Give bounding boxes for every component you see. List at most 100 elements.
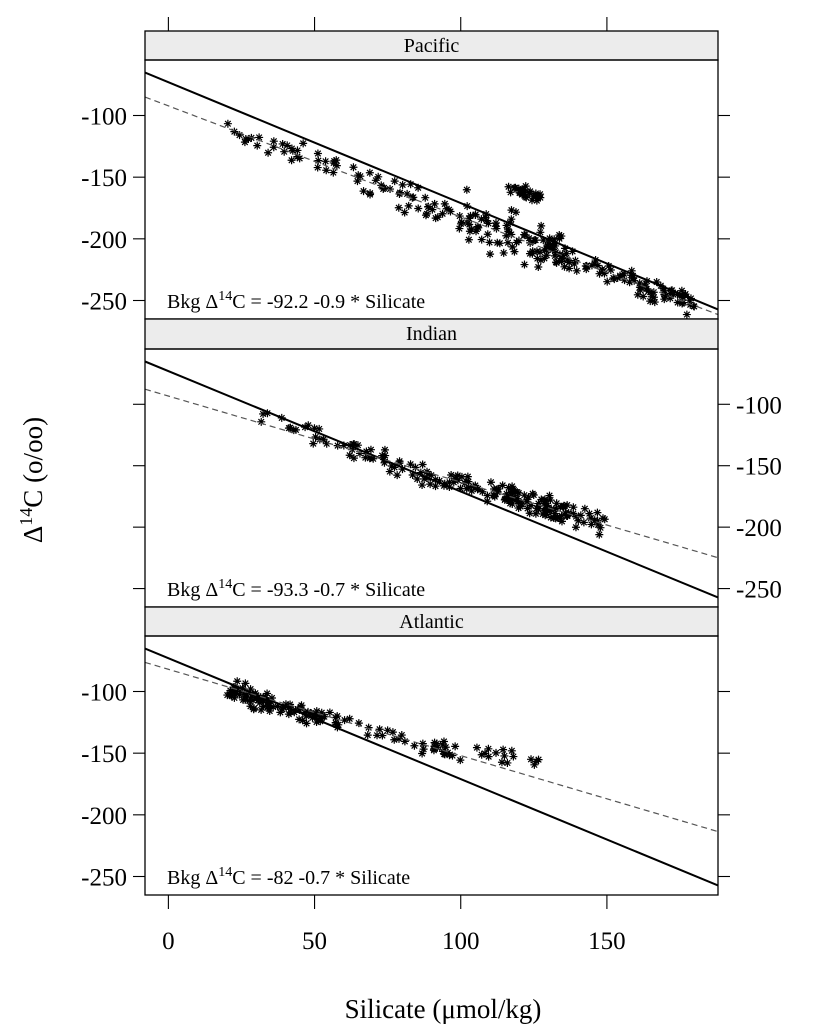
data-point	[398, 465, 407, 474]
data-point	[462, 185, 471, 194]
data-point	[366, 453, 375, 462]
data-point	[666, 294, 675, 303]
data-point	[520, 260, 529, 269]
data-point	[627, 266, 636, 275]
data-point	[467, 486, 476, 495]
data-point	[355, 449, 364, 458]
data-point	[523, 495, 532, 504]
data-point	[410, 741, 419, 750]
data-point	[408, 471, 417, 480]
data-point	[464, 214, 473, 223]
data-point	[512, 208, 521, 217]
data-point	[449, 478, 458, 487]
data-point	[606, 266, 615, 275]
data-point	[413, 475, 422, 484]
data-point	[313, 163, 322, 172]
data-point	[472, 227, 481, 236]
data-point	[409, 193, 418, 202]
data-point	[366, 445, 375, 454]
data-point	[403, 189, 412, 198]
data-point	[299, 139, 308, 148]
data-point	[278, 139, 287, 148]
data-point	[545, 491, 554, 500]
data-point	[269, 137, 278, 146]
data-point	[574, 516, 583, 525]
data-point	[332, 161, 341, 170]
data-point	[429, 746, 438, 755]
data-point	[440, 479, 449, 488]
data-point	[452, 472, 461, 481]
data-point	[669, 290, 678, 299]
data-point	[508, 491, 517, 500]
y-tick-label: -150	[736, 454, 782, 481]
data-point	[525, 509, 534, 518]
x-axis-label: Silicate (μmol/kg)	[345, 994, 542, 1024]
data-point	[503, 238, 512, 247]
solid-fit-line	[145, 360, 718, 599]
data-point	[568, 247, 577, 256]
panel-indian: Indian Bkg Δ14C = -93.3 -0.7 * Silicate -1…	[133, 318, 782, 608]
data-point	[264, 148, 273, 157]
data-point	[534, 262, 543, 271]
data-point	[466, 211, 475, 220]
strip-label: Atlantic	[399, 611, 464, 633]
data-point	[430, 199, 439, 208]
data-point	[431, 475, 440, 484]
data-point	[235, 690, 244, 699]
data-point	[363, 731, 372, 740]
data-point	[421, 193, 430, 202]
data-point	[230, 693, 239, 702]
data-point	[546, 496, 555, 505]
panel-frame	[144, 635, 719, 896]
data-point	[483, 497, 492, 506]
data-point	[385, 467, 394, 476]
data-point	[499, 248, 508, 257]
data-point	[590, 259, 599, 268]
data-point	[349, 454, 358, 463]
y-tick-label: -150	[81, 165, 127, 192]
data-point	[235, 131, 244, 140]
data-point	[514, 236, 523, 245]
data-point	[482, 216, 491, 225]
data-point	[263, 689, 272, 698]
y-tick-label: -200	[736, 515, 782, 542]
data-point	[397, 731, 406, 740]
data-point	[515, 187, 524, 196]
y-tick-label: -150	[81, 741, 127, 768]
data-point	[485, 238, 494, 247]
data-point	[381, 451, 390, 460]
data-point	[507, 746, 516, 755]
data-point	[414, 204, 423, 213]
data-point	[477, 750, 486, 759]
data-point	[356, 172, 365, 181]
data-point	[438, 740, 447, 749]
data-point	[426, 480, 435, 489]
data-point	[456, 756, 465, 765]
data-point	[374, 172, 383, 181]
data-point	[300, 708, 309, 717]
data-point	[525, 249, 534, 258]
data-point	[548, 240, 557, 249]
data-point	[433, 743, 442, 752]
data-point	[433, 213, 442, 222]
data-point	[542, 501, 551, 510]
data-point	[595, 269, 604, 278]
data-point	[230, 127, 239, 136]
data-point	[505, 228, 514, 237]
data-point	[321, 157, 330, 166]
data-point	[484, 752, 493, 761]
data-point	[366, 190, 375, 199]
data-point	[287, 156, 296, 165]
data-point	[542, 246, 551, 255]
data-point	[527, 501, 536, 510]
data-point	[439, 737, 448, 746]
data-point	[226, 688, 235, 697]
data-point	[639, 292, 648, 301]
data-point	[551, 514, 560, 523]
data-point	[540, 497, 549, 506]
data-point	[418, 739, 427, 748]
data-point	[547, 505, 556, 514]
data-point	[520, 491, 529, 500]
data-point	[296, 702, 305, 711]
data-point	[293, 152, 302, 161]
